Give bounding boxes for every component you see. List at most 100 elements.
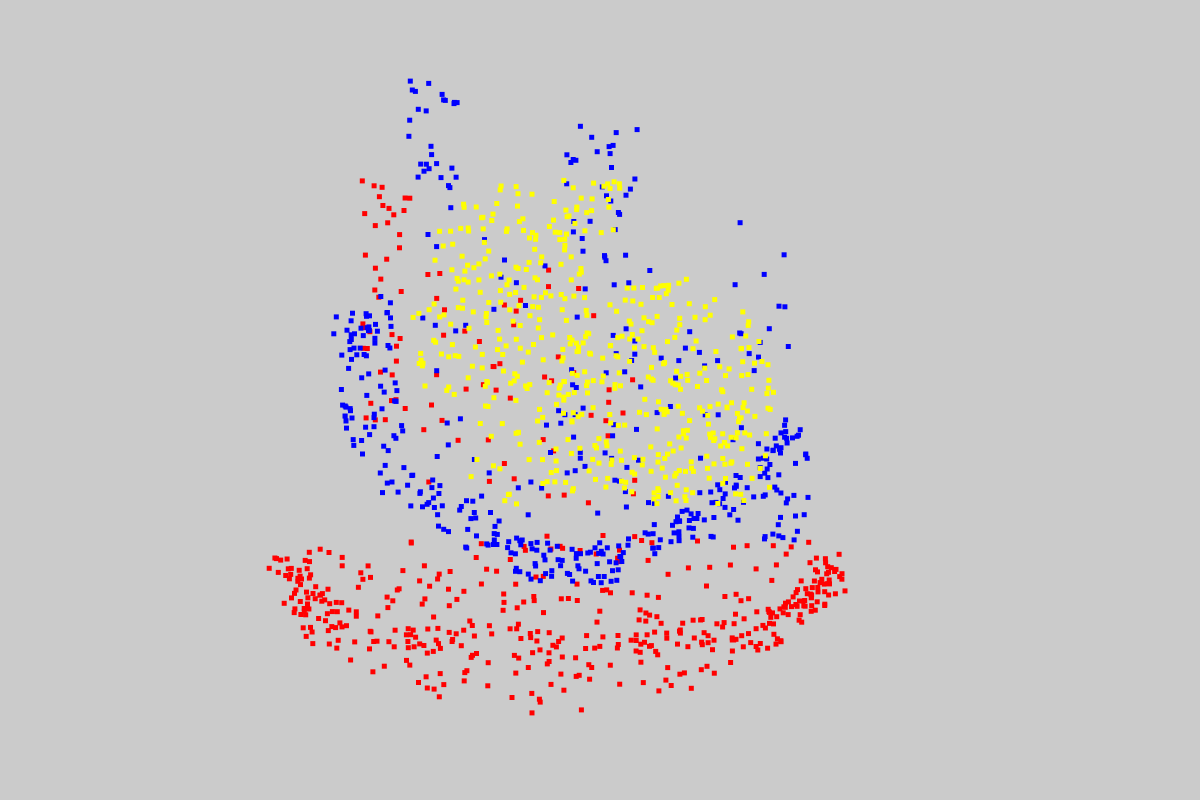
point-cloud-point	[380, 203, 386, 208]
point-cloud-point	[447, 569, 453, 574]
point-cloud-point	[672, 473, 678, 479]
point-cloud-point	[558, 292, 564, 297]
point-cloud-point	[577, 449, 583, 455]
point-cloud-point	[811, 578, 817, 584]
point-cloud-point	[661, 411, 667, 417]
point-cloud-point	[764, 456, 770, 462]
point-cloud-point	[674, 482, 680, 488]
point-cloud-point	[706, 475, 712, 481]
point-cloud-point	[346, 607, 352, 613]
point-cloud-point	[734, 410, 740, 416]
point-cloud-point	[821, 581, 827, 587]
point-cloud-point	[657, 537, 663, 543]
point-cloud-point	[573, 551, 579, 557]
point-cloud-point	[441, 526, 447, 532]
point-cloud-point	[433, 637, 439, 643]
point-cloud-point	[388, 323, 394, 329]
point-cloud-point	[729, 400, 734, 406]
point-cloud-point	[654, 614, 660, 620]
point-cloud-point	[386, 205, 392, 211]
point-cloud-point	[371, 411, 377, 417]
point-cloud-point	[405, 639, 411, 644]
point-cloud-point	[505, 492, 511, 498]
point-cloud-point	[461, 277, 467, 283]
point-cloud-point	[549, 573, 555, 579]
point-cloud-point	[617, 681, 623, 687]
point-cloud-point	[563, 207, 569, 213]
point-cloud-point	[645, 531, 651, 537]
point-cloud-point	[770, 543, 776, 549]
point-cloud-point	[584, 330, 590, 336]
point-cloud-point	[544, 479, 550, 485]
point-cloud-point	[616, 181, 622, 187]
point-cloud-point	[793, 590, 799, 596]
point-cloud-point	[430, 495, 436, 501]
point-cloud-point	[482, 383, 488, 389]
point-cloud-point	[534, 547, 540, 553]
point-cloud-point	[711, 438, 717, 443]
point-cloud-point	[612, 477, 618, 483]
point-cloud-point	[583, 334, 589, 340]
point-cloud-point	[409, 87, 415, 93]
point-cloud-point	[464, 545, 470, 551]
point-cloud-point	[428, 143, 434, 149]
point-cloud-point	[422, 383, 428, 389]
point-cloud-point	[633, 638, 639, 643]
point-cloud-point	[711, 637, 717, 643]
point-cloud-point	[477, 421, 483, 426]
point-cloud-point	[371, 639, 377, 644]
point-cloud-point	[454, 596, 460, 602]
point-cloud-point	[423, 674, 429, 680]
point-cloud-point	[659, 465, 665, 471]
point-cloud-point	[468, 654, 474, 660]
point-cloud-point	[737, 475, 743, 480]
point-cloud-point	[469, 623, 475, 628]
point-cloud-point	[359, 375, 365, 381]
point-cloud-point	[458, 504, 464, 509]
point-cloud-point	[441, 332, 447, 338]
point-cloud-point	[584, 383, 590, 389]
point-cloud-point	[722, 594, 728, 599]
point-cloud-point	[690, 346, 696, 352]
point-cloud-point	[457, 416, 463, 422]
point-cloud-point	[705, 412, 711, 418]
point-cloud-point	[675, 641, 680, 647]
point-cloud-point	[698, 455, 703, 461]
point-cloud-point	[525, 665, 531, 670]
point-cloud-point	[419, 601, 425, 607]
point-cloud-point	[773, 562, 779, 568]
point-cloud-point	[766, 326, 772, 332]
point-cloud-point	[531, 342, 536, 347]
point-cloud-point	[389, 372, 395, 378]
point-cloud-point	[339, 352, 345, 358]
point-cloud-point	[410, 627, 416, 633]
point-cloud-point	[407, 195, 413, 201]
point-cloud-point	[344, 425, 349, 431]
point-cloud-point	[474, 533, 479, 539]
point-cloud-point	[606, 204, 612, 210]
point-cloud-point	[759, 359, 765, 364]
point-cloud-point	[560, 355, 566, 361]
point-cloud-point	[533, 236, 539, 242]
point-cloud-point	[540, 357, 546, 363]
point-cloud-point	[556, 392, 562, 398]
point-cloud-point	[746, 596, 752, 602]
point-cloud-point	[574, 581, 580, 587]
point-cloud-point	[594, 149, 600, 155]
point-cloud-point	[676, 434, 682, 440]
point-cloud-point	[706, 421, 711, 427]
point-cloud-point	[615, 642, 621, 647]
point-cloud-point	[529, 690, 535, 696]
point-cloud-point	[603, 484, 609, 490]
point-cloud-point	[507, 291, 513, 297]
point-cloud-point	[451, 391, 457, 397]
point-cloud-point	[532, 561, 538, 567]
point-cloud-point	[425, 272, 431, 277]
point-cloud-point	[686, 525, 692, 531]
point-cloud-point	[569, 546, 575, 552]
point-cloud-point	[402, 406, 408, 411]
point-cloud-point	[610, 568, 615, 574]
point-cloud-point	[363, 415, 369, 421]
